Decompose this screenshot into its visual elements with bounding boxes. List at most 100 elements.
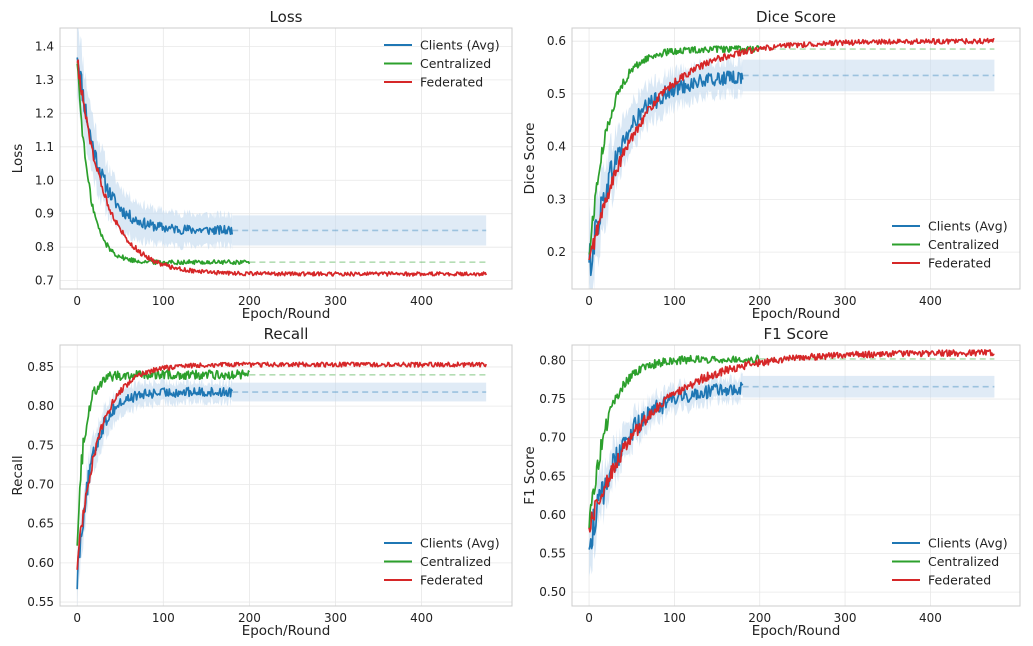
legend-label: Clients (Avg) — [928, 219, 1008, 234]
y-tick-label: 1.4 — [35, 39, 54, 53]
x-tick-label: 200 — [238, 294, 261, 308]
y-tick-label: 0.8 — [35, 240, 54, 254]
axes-frame — [59, 27, 513, 290]
y-tick-label: 0.55 — [539, 546, 566, 560]
x-tick-label: 0 — [585, 611, 593, 625]
x-axis-label: Epoch/Round — [752, 623, 841, 639]
chart-panel-2: 0 100 200 300 400 0.2 0.3 0.4 0.5 0.6 Dice Score Ep… — [522, 8, 1021, 322]
y-axis-label: Loss — [10, 144, 26, 174]
x-axis-label: Epoch/Round — [752, 306, 841, 322]
x-tick-label: 200 — [238, 611, 261, 625]
legend: Clients (Avg) Centralized Federated — [892, 536, 1008, 588]
chart-panel-1: 0 100 200 300 400 0.7 0.8 0.9 1.0 1.1 1.2 1.3 1.4 Los… — [10, 8, 513, 322]
series-line-centralized — [588, 45, 761, 255]
x-tick-label: 400 — [410, 294, 433, 308]
legend-label: Centralized — [928, 237, 999, 252]
series-band-clients — [589, 371, 743, 577]
y-tick-label: 0.65 — [27, 517, 54, 531]
legend: Clients (Avg) Centralized Federated — [892, 219, 1008, 271]
y-tick-label: 0.9 — [35, 207, 54, 221]
y-tick-label: 0.75 — [27, 438, 54, 452]
series-extension-band-clients — [742, 375, 995, 398]
y-tick-label: 0.70 — [27, 478, 54, 492]
plot-area — [588, 37, 995, 289]
y-tick-label: 0.60 — [27, 556, 54, 570]
x-tick-label: 400 — [410, 611, 433, 625]
legend-label: Centralized — [420, 56, 491, 71]
x-tick-label: 200 — [748, 611, 771, 625]
x-axis-label: Epoch/Round — [242, 306, 331, 322]
axes-frame — [59, 344, 513, 607]
series-line-federated — [76, 59, 487, 277]
legend-label: Federated — [420, 573, 483, 588]
axes-frame — [571, 344, 1021, 607]
y-tick-label: 1.2 — [35, 106, 54, 120]
series-line-centralized — [76, 63, 251, 266]
series-line-clients — [76, 57, 234, 236]
series-band-clients — [77, 377, 233, 606]
x-tick-label: 300 — [324, 294, 347, 308]
y-tick-label: 1.1 — [35, 140, 54, 154]
x-tick-label: 0 — [585, 294, 593, 308]
series-line-federated — [76, 361, 487, 570]
y-tick-label: 0.80 — [539, 353, 566, 367]
y-tick-label: 0.55 — [27, 595, 54, 609]
y-tick-label: 0.65 — [539, 469, 566, 483]
series-line-clients — [588, 381, 744, 550]
x-tick-label: 300 — [834, 294, 857, 308]
legend-label: Centralized — [928, 554, 999, 569]
legend: Clients (Avg) Centralized Federated — [384, 536, 500, 588]
plot-area — [76, 28, 487, 277]
x-tick-label: 300 — [324, 611, 347, 625]
series-line-clients — [76, 386, 233, 590]
y-axis-label: Recall — [10, 455, 26, 495]
x-tick-label: 100 — [663, 611, 686, 625]
y-tick-label: 0.4 — [547, 140, 566, 154]
series-band-clients — [589, 55, 743, 289]
series-line-clients — [588, 70, 744, 277]
x-tick-label: 400 — [919, 294, 942, 308]
x-tick-label: 100 — [152, 611, 175, 625]
y-tick-label: 1.3 — [35, 73, 54, 87]
x-tick-label: 0 — [73, 294, 81, 308]
y-axis-label: F1 Score — [522, 446, 538, 504]
x-tick-label: 300 — [834, 611, 857, 625]
x-tick-label: 0 — [73, 611, 81, 625]
y-tick-label: 0.5 — [547, 87, 566, 101]
y-tick-label: 1.0 — [35, 173, 54, 187]
series-extension-band-clients — [232, 382, 487, 402]
chart-panel-4: 0 100 200 300 400 0.50 0.55 0.60 0.65 0.70 0.75 0.8… — [522, 325, 1021, 639]
y-tick-label: 0.75 — [539, 392, 566, 406]
y-tick-label: 0.2 — [547, 245, 566, 259]
x-tick-label: 400 — [919, 611, 942, 625]
legend-label: Federated — [420, 75, 483, 90]
x-tick-label: 100 — [152, 294, 175, 308]
chart-title: Recall — [264, 325, 309, 343]
x-tick-label: 200 — [748, 294, 771, 308]
y-tick-label: 0.80 — [27, 399, 54, 413]
y-tick-label: 0.3 — [547, 192, 566, 206]
y-axis-label: Dice Score — [522, 123, 538, 195]
y-tick-label: 0.7 — [35, 274, 54, 288]
y-tick-label: 0.70 — [539, 431, 566, 445]
y-tick-label: 0.85 — [27, 360, 54, 374]
series-extension-band-clients — [742, 59, 995, 92]
plot-area — [76, 361, 487, 606]
x-tick-label: 100 — [663, 294, 686, 308]
chart-title: Loss — [270, 8, 303, 26]
plot-area — [588, 349, 995, 577]
series-line-federated — [588, 37, 995, 261]
legend: Clients (Avg) Centralized Federated — [384, 38, 500, 90]
legend-label: Clients (Avg) — [420, 536, 500, 551]
chart-title: Dice Score — [756, 8, 836, 26]
chart-title: F1 Score — [764, 325, 829, 343]
y-tick-label: 0.50 — [539, 585, 566, 599]
series-line-centralized — [76, 369, 251, 546]
legend-label: Federated — [928, 256, 991, 271]
legend-label: Clients (Avg) — [928, 536, 1008, 551]
legend-label: Centralized — [420, 554, 491, 569]
legend-label: Clients (Avg) — [420, 38, 500, 53]
legend-label: Federated — [928, 573, 991, 588]
x-axis-label: Epoch/Round — [242, 623, 331, 639]
